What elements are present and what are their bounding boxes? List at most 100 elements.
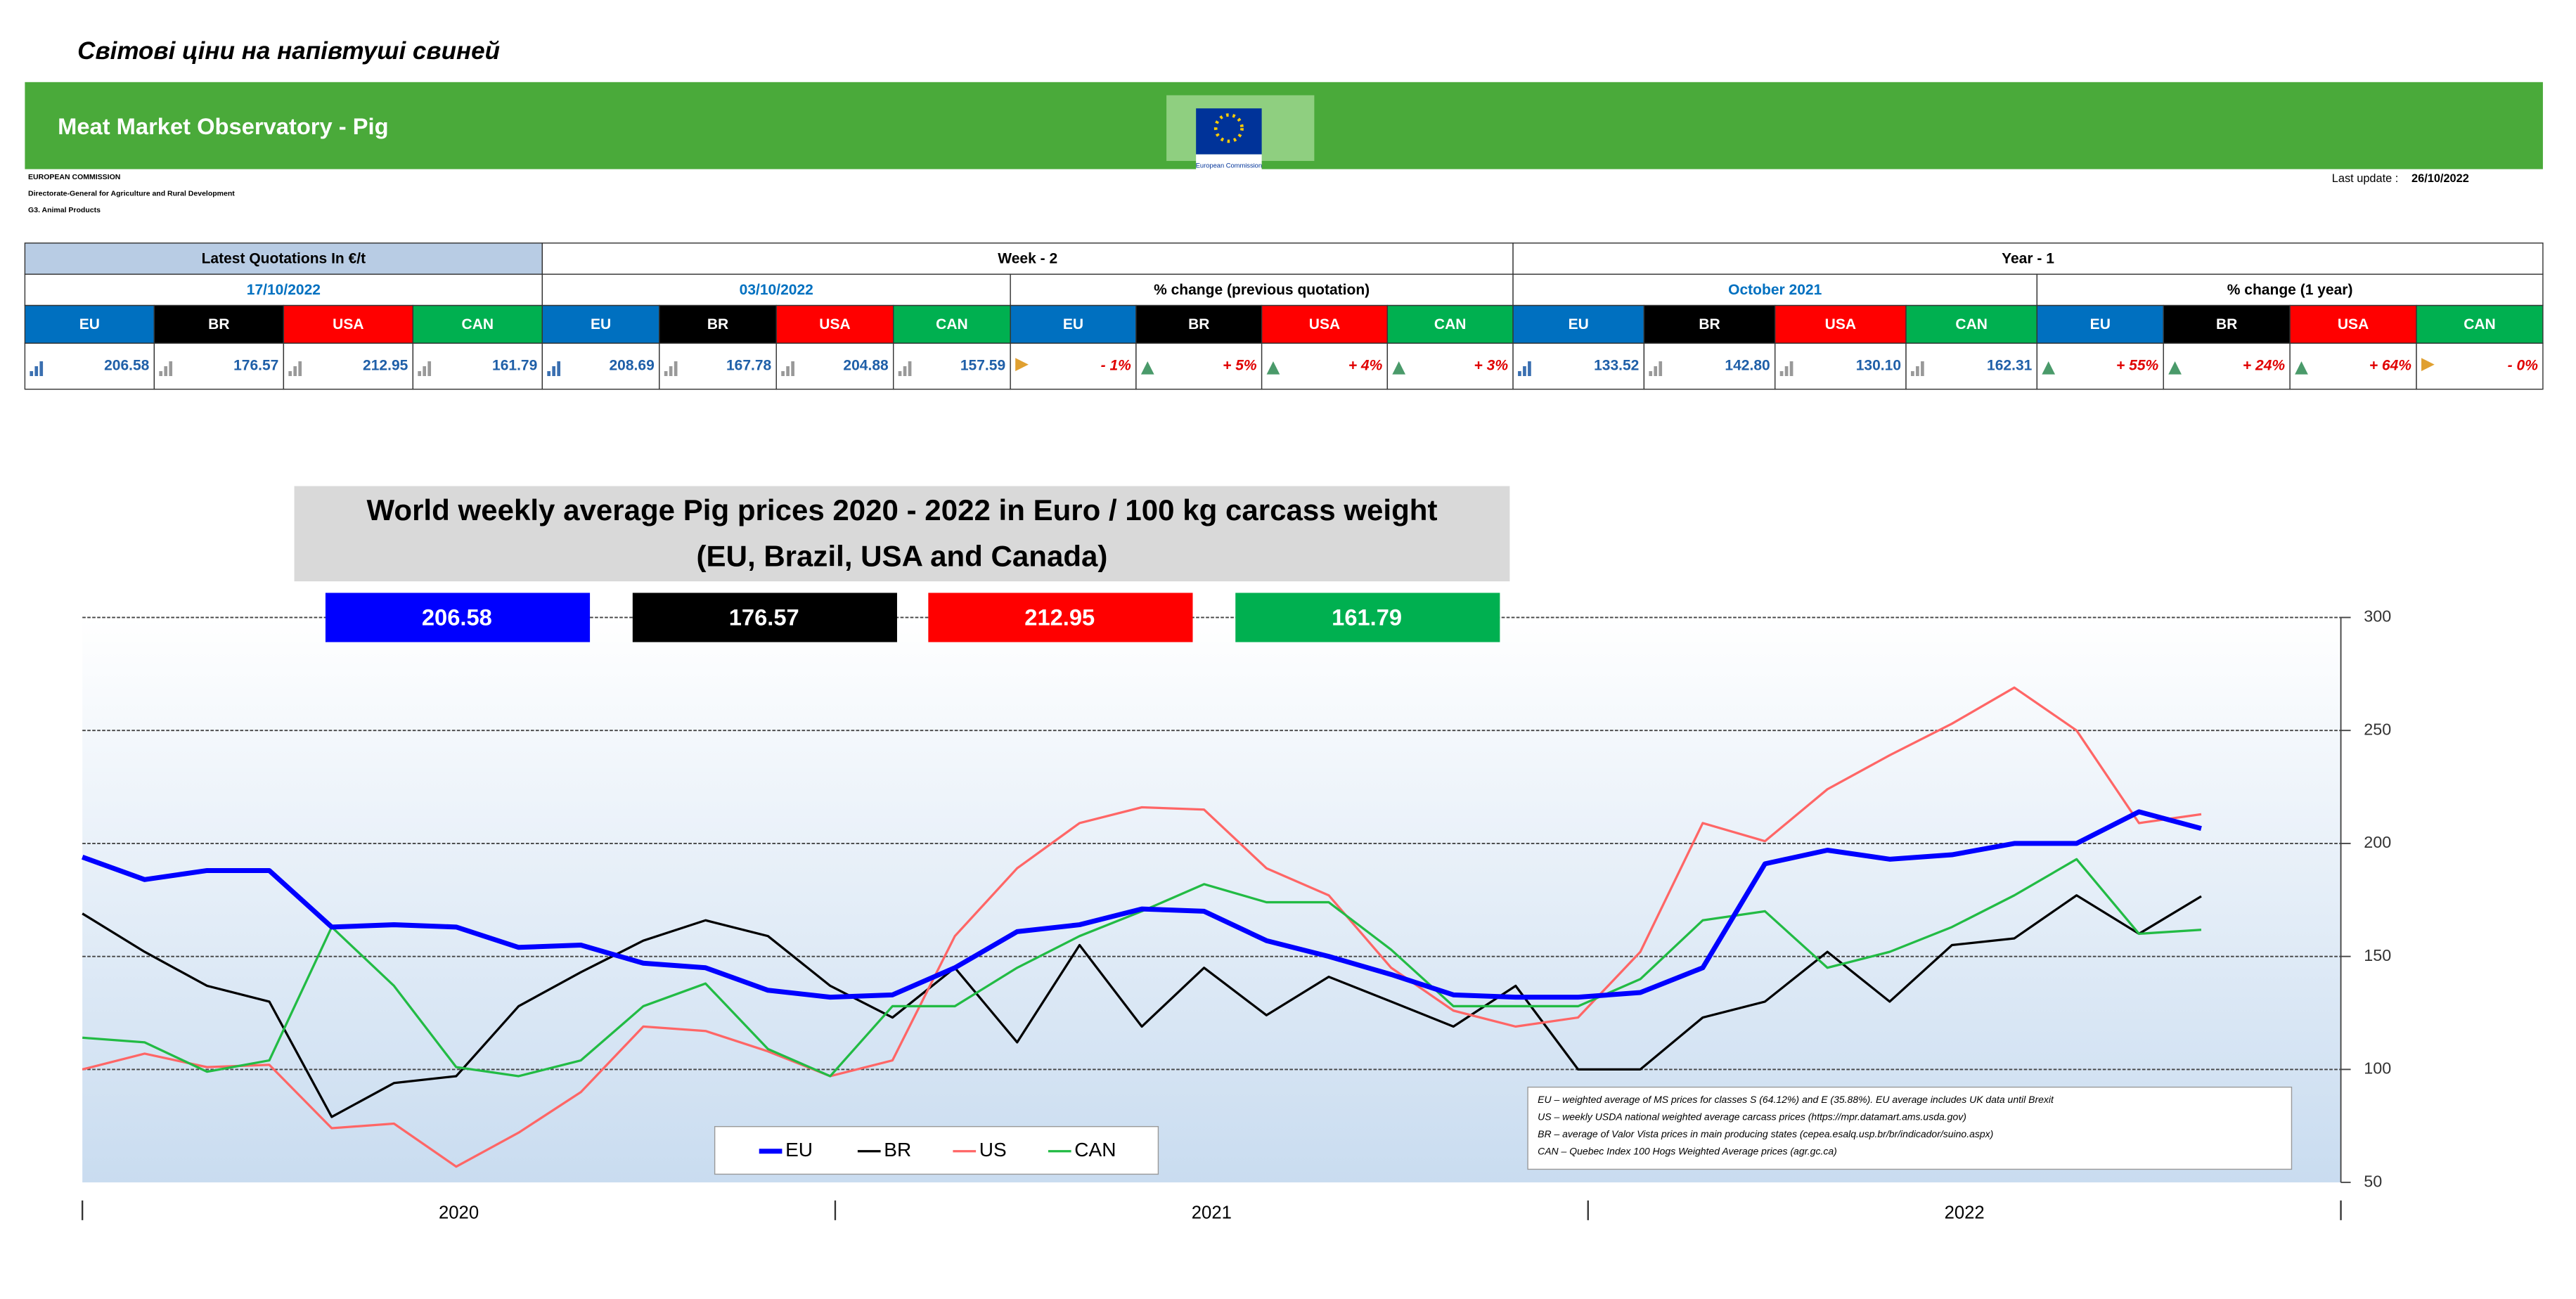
- series-line: [82, 894, 2202, 1118]
- y-tick-label: 250: [2364, 720, 2391, 738]
- table-value: 176.57: [233, 358, 278, 374]
- notes-box: [1527, 1086, 2293, 1170]
- table-cell: [1512, 304, 1645, 344]
- bar-icon: [903, 366, 907, 377]
- column-header: EU: [2090, 316, 2111, 332]
- table-value: 204.88: [843, 358, 889, 374]
- sub-header: October 2021: [1728, 282, 1822, 298]
- trend-arrow: [2421, 358, 2435, 371]
- note: US – weekly USDA national weighted avera…: [1538, 1111, 1966, 1123]
- legend-box: [714, 1125, 1159, 1175]
- bar-icon: [664, 371, 668, 377]
- note: BR – average of Valor Vista prices in ma…: [1538, 1128, 1993, 1139]
- org-line: EUROPEAN COMMISSION: [28, 173, 120, 181]
- bar-icon: [547, 371, 551, 377]
- table-cell: [153, 304, 285, 344]
- bar-icon: [781, 371, 785, 377]
- y-tick-label: 50: [2364, 1172, 2382, 1190]
- bar-icon: [164, 366, 168, 377]
- value-box-label: 161.79: [1332, 604, 1402, 630]
- x-tick-label: 2022: [1945, 1203, 1985, 1222]
- table-value: 130.10: [1856, 358, 1901, 374]
- table-cell: [412, 304, 543, 344]
- y-tick-label: 300: [2364, 607, 2391, 626]
- y-tick-label: 100: [2364, 1059, 2391, 1078]
- column-header: CAN: [1434, 316, 1467, 332]
- y-tick-label: 200: [2364, 833, 2391, 851]
- bar-icon: [1911, 371, 1914, 377]
- bar-icon: [159, 371, 163, 377]
- table-cell: [1643, 342, 1776, 390]
- value-box-label: 212.95: [1024, 604, 1095, 630]
- legend-label: EU: [785, 1139, 813, 1161]
- trend-arrow: [2168, 361, 2182, 375]
- table-cell: [24, 243, 543, 275]
- column-header: USA: [819, 316, 850, 332]
- table-value: 142.80: [1725, 358, 1770, 374]
- bar-icon: [557, 361, 561, 377]
- table-cell: [775, 342, 894, 390]
- x-tick-label: 2020: [439, 1203, 479, 1222]
- bar-icon: [786, 366, 790, 377]
- table-cell: [2163, 342, 2291, 390]
- table-value: 162.31: [1987, 358, 2033, 374]
- bar-icon: [418, 371, 422, 377]
- note: CAN – Quebec Index 100 Hogs Weighted Ave…: [1538, 1146, 1837, 1157]
- table-cell: [1512, 243, 2544, 275]
- table-value: + 64%: [2369, 358, 2411, 374]
- bar-icon: [1528, 361, 1531, 377]
- quotation-table: Latest Quotations In €/t Week - 2 Year - 1…: [24, 243, 2544, 390]
- bar-icon: [908, 361, 912, 377]
- table-cell: [659, 304, 777, 344]
- bar-icon: [1779, 371, 1784, 377]
- column-header: BR: [2216, 316, 2237, 332]
- bar-icon: [791, 361, 794, 377]
- table-cell: [775, 304, 894, 344]
- table-cell: [24, 304, 155, 344]
- trend-arrow: [1140, 361, 1154, 375]
- eu-logo: European Commission: [1166, 95, 1315, 178]
- table-value: 167.78: [726, 358, 772, 374]
- last-update-label: Last update :: [2332, 172, 2399, 185]
- x-tick-label: 2021: [1192, 1203, 1232, 1222]
- column-header: EU: [1063, 316, 1083, 332]
- sub-header: 17/10/2022: [247, 282, 321, 298]
- table-cell: [2416, 342, 2544, 390]
- bar-icon: [1518, 371, 1521, 377]
- column-header: BR: [208, 316, 229, 332]
- group-header: Year - 1: [2002, 251, 2054, 267]
- bar-icon: [1654, 366, 1658, 377]
- table-cell: [1261, 342, 1389, 390]
- table-value: - 0%: [2508, 358, 2539, 374]
- table-value: + 4%: [1348, 358, 1383, 374]
- column-header: EU: [591, 316, 611, 332]
- bar-icon: [293, 366, 297, 377]
- table-cell: [541, 304, 660, 344]
- bar-icon: [1921, 361, 1924, 377]
- sub-header: % change (previous quotation): [1154, 282, 1370, 298]
- column-header: CAN: [2464, 316, 2496, 332]
- table-cell: [1512, 342, 1645, 390]
- table-value: + 5%: [1223, 358, 1257, 374]
- trend-arrow: [1015, 358, 1029, 371]
- chart-subtitle: (EU, Brazil, USA and Canada): [697, 539, 1108, 572]
- column-header: USA: [1825, 316, 1856, 332]
- bar-icon: [552, 366, 556, 377]
- value-box-label: 206.58: [422, 604, 492, 630]
- table-value: + 24%: [2243, 358, 2285, 374]
- legend-label: BR: [884, 1139, 911, 1161]
- table-cell: [1010, 304, 1137, 344]
- bar-icon: [1916, 366, 1919, 377]
- table-cell: [659, 342, 777, 390]
- group-header: Week - 2: [998, 251, 1057, 267]
- bar-icon: [1784, 366, 1789, 377]
- table-value: - 1%: [1101, 358, 1132, 374]
- bar-icon: [30, 371, 34, 377]
- table-cell: [1386, 342, 1514, 390]
- bar-icon: [298, 361, 302, 377]
- column-header: CAN: [936, 316, 968, 332]
- column-header: USA: [1309, 316, 1340, 332]
- legend-label: CAN: [1074, 1139, 1116, 1161]
- value-box: [632, 593, 897, 642]
- table-cell: [283, 304, 414, 344]
